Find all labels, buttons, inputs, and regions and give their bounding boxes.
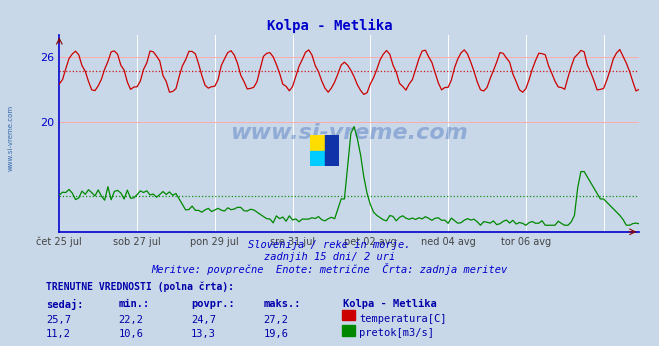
- Bar: [310, 151, 325, 166]
- Text: 22,2: 22,2: [119, 315, 144, 325]
- Polygon shape: [325, 135, 339, 166]
- Text: Slovenija / reke in morje.: Slovenija / reke in morje.: [248, 240, 411, 251]
- Text: 11,2: 11,2: [46, 329, 71, 339]
- Text: zadnjih 15 dni/ 2 uri: zadnjih 15 dni/ 2 uri: [264, 252, 395, 262]
- Text: 13,3: 13,3: [191, 329, 216, 339]
- Text: 27,2: 27,2: [264, 315, 289, 325]
- Text: Kolpa - Metlika: Kolpa - Metlika: [343, 299, 436, 309]
- Text: povpr.:: povpr.:: [191, 299, 235, 309]
- Text: maks.:: maks.:: [264, 299, 301, 309]
- Text: www.si-vreme.com: www.si-vreme.com: [8, 105, 14, 172]
- Text: sedaj:: sedaj:: [46, 299, 84, 310]
- Text: Kolpa - Metlika: Kolpa - Metlika: [267, 19, 392, 33]
- Text: 24,7: 24,7: [191, 315, 216, 325]
- Text: pretok[m3/s]: pretok[m3/s]: [359, 328, 434, 338]
- Text: www.si-vreme.com: www.si-vreme.com: [231, 123, 468, 143]
- Text: 10,6: 10,6: [119, 329, 144, 339]
- Text: temperatura[C]: temperatura[C]: [359, 314, 447, 324]
- Text: 19,6: 19,6: [264, 329, 289, 339]
- Text: min.:: min.:: [119, 299, 150, 309]
- Text: Meritve: povprečne  Enote: metrične  Črta: zadnja meritev: Meritve: povprečne Enote: metrične Črta:…: [152, 263, 507, 275]
- Bar: [310, 135, 325, 151]
- Text: 25,7: 25,7: [46, 315, 71, 325]
- Text: TRENUTNE VREDNOSTI (polna črta):: TRENUTNE VREDNOSTI (polna črta):: [46, 282, 234, 292]
